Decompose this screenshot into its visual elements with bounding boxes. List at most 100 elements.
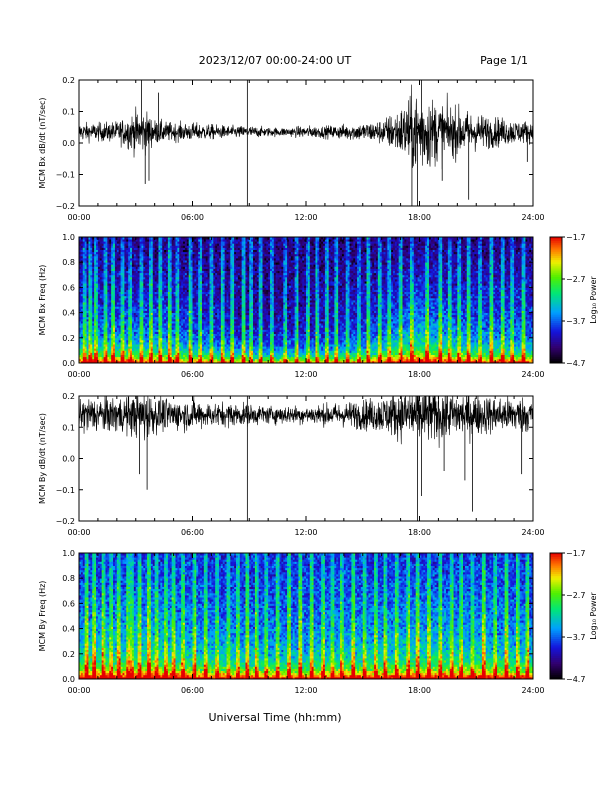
heatmap-cell (105, 348, 108, 351)
heatmap-cell (118, 310, 122, 313)
heatmap-cell (116, 243, 120, 246)
heatmap-cell (114, 245, 118, 248)
heatmap-cell (124, 268, 127, 271)
heatmap-cell (143, 356, 146, 360)
heatmap-cell (118, 268, 122, 271)
heatmap-cell (118, 281, 122, 284)
heatmap-cell (152, 329, 156, 332)
heatmap-cell (162, 337, 165, 341)
heatmap-cell (84, 350, 87, 353)
heatmap-cell (109, 293, 112, 297)
heatmap-cell (114, 266, 118, 269)
heatmap-cell (116, 251, 120, 255)
heatmap-cell (126, 239, 129, 242)
heatmap-cell (92, 289, 95, 292)
heatmap-cell (167, 274, 171, 278)
heatmap-cell (90, 350, 93, 353)
heatmap-cell (158, 237, 161, 240)
heatmap-cell (139, 321, 142, 324)
heatmap-cell (150, 350, 154, 353)
heatmap-cell (167, 318, 171, 322)
heatmap-cell (148, 241, 152, 244)
heatmap-cell (164, 281, 167, 284)
heatmap-cell (150, 237, 154, 240)
heatmap-cell (116, 237, 120, 240)
heatmap-cell (145, 358, 148, 362)
heatmap-cell (143, 331, 146, 334)
heatmap-cell (156, 321, 159, 324)
heatmap-cell (167, 300, 171, 303)
heatmap-cell (92, 237, 95, 240)
heatmap-cell (114, 306, 118, 309)
heatmap-cell (96, 251, 99, 255)
heatmap-cell (128, 258, 131, 261)
heatmap-cell (160, 308, 163, 311)
heatmap-cell (166, 247, 169, 250)
heatmap-cell (114, 302, 118, 305)
heatmap-cell (80, 241, 84, 244)
heatmap-cell (82, 314, 86, 318)
heatmap-cell (169, 339, 173, 343)
heatmap-cell (131, 281, 135, 284)
heatmap-cell (130, 270, 133, 274)
heatmap-cell (101, 348, 104, 351)
heatmap-cell (88, 262, 91, 265)
x-tick-label: 00:00 (67, 213, 90, 222)
heatmap-cell (107, 360, 110, 363)
heatmap-cell (84, 325, 87, 328)
heatmap-cell (147, 337, 150, 341)
heatmap-cell (160, 260, 163, 263)
heatmap-cell (107, 241, 110, 244)
heatmap-cell (92, 350, 95, 353)
heatmap-cell (82, 285, 86, 288)
heatmap-cell (80, 255, 84, 259)
heatmap-cell (122, 335, 125, 339)
heatmap-cell (152, 312, 156, 316)
heatmap-cell (103, 316, 106, 320)
heatmap-cell (96, 329, 99, 332)
heatmap-cell (88, 293, 91, 297)
heatmap-cell (147, 245, 150, 248)
heatmap-cell (154, 279, 157, 282)
heatmap-cell (107, 318, 110, 322)
heatmap-cell (92, 251, 95, 255)
heatmap-cell (107, 266, 110, 269)
heatmap-cell (156, 253, 159, 257)
heatmap-cell (113, 291, 116, 295)
heatmap-cell (162, 331, 165, 334)
heatmap-cell (150, 333, 154, 337)
heatmap-cell (166, 337, 169, 341)
heatmap-cell (79, 297, 82, 301)
heatmap-cell (101, 285, 104, 288)
heatmap-cell (150, 291, 154, 295)
heatmap-cell (133, 264, 137, 267)
heatmap-cell (111, 276, 114, 280)
heatmap-cell (162, 358, 165, 362)
heatmap-cell (96, 270, 99, 274)
heatmap-cell (152, 318, 156, 322)
heatmap-cell (135, 339, 139, 343)
heatmap-cell (86, 323, 89, 326)
heatmap-cell (135, 272, 139, 276)
heatmap-cell (116, 264, 120, 267)
heatmap-cell (167, 358, 171, 362)
heatmap-cell (164, 352, 167, 355)
heatmap-cell (84, 260, 87, 263)
heatmap-cell (128, 339, 131, 343)
heatmap-cell (86, 350, 89, 353)
heatmap-cell (145, 327, 148, 330)
heatmap-cell (150, 344, 154, 347)
heatmap-cell (122, 285, 125, 288)
heatmap-cell (90, 342, 93, 345)
heatmap-cell (156, 264, 159, 267)
heatmap-cell (103, 318, 106, 322)
heatmap-cell (166, 295, 169, 299)
heatmap-cell (154, 310, 157, 313)
heatmap-cell (99, 237, 103, 240)
heatmap-cell (145, 354, 148, 358)
heatmap-cell (92, 329, 95, 332)
heatmap-cell (122, 237, 125, 240)
heatmap-cell (111, 260, 114, 263)
heatmap-cell (166, 354, 169, 358)
heatmap-cell (167, 316, 171, 320)
